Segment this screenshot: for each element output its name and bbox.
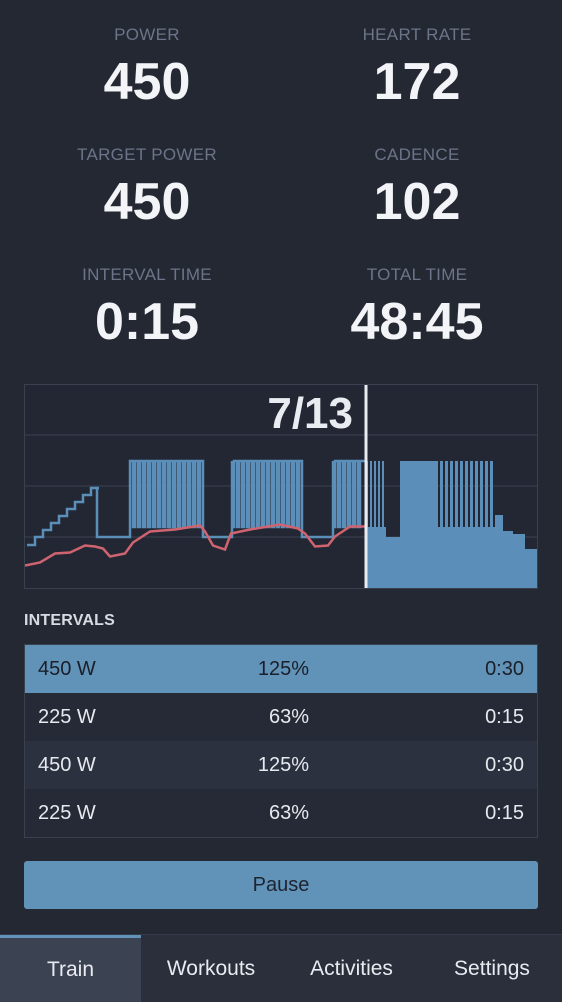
- tab-workouts[interactable]: Workouts: [166, 956, 256, 980]
- interval-watts: 450 W: [38, 753, 96, 776]
- interval-time-metric: INTERVAL TIME 0:15: [12, 264, 282, 352]
- target-power-metric: TARGET POWER 450: [12, 144, 282, 232]
- interval-percent: 125%: [257, 753, 309, 776]
- interval-watts: 225 W: [38, 705, 96, 728]
- interval-watts: 450 W: [38, 657, 96, 680]
- power-label: POWER: [114, 25, 180, 44]
- total-time-metric: TOTAL TIME 48:45: [282, 264, 552, 352]
- power-metric: POWER 450: [12, 24, 282, 112]
- bottom-tab-bar: Train Workouts Activities Settings: [0, 934, 562, 1002]
- tab-activities[interactable]: Activities: [310, 956, 393, 980]
- interval-duration: 0:30: [485, 753, 524, 776]
- power-series-line: [27, 459, 366, 547]
- tab-settings[interactable]: Settings: [454, 956, 530, 980]
- interval-time-label: INTERVAL TIME: [82, 265, 212, 284]
- interval-row[interactable]: 450 W 125% 0:30: [25, 645, 537, 693]
- interval-row[interactable]: 225 W 63% 0:15: [25, 693, 537, 741]
- interval-percent: 125%: [257, 657, 309, 680]
- interval-percent: 63%: [268, 705, 309, 728]
- power-value: 450: [103, 53, 191, 111]
- interval-row[interactable]: 450 W 125% 0:30: [25, 741, 537, 789]
- intervals-heading: INTERVALS: [24, 612, 115, 629]
- tab-train[interactable]: Train: [0, 935, 141, 1002]
- heart-rate-label: HEART RATE: [362, 25, 472, 44]
- target-power-value: 450: [103, 173, 191, 231]
- heart-rate-value: 172: [373, 53, 461, 111]
- interval-progress-label: 7/13: [267, 389, 353, 438]
- intervals-list: 450 W 125% 0:30 225 W 63% 0:15 450 W 125…: [24, 644, 538, 838]
- interval-duration: 0:15: [485, 705, 524, 728]
- workout-chart[interactable]: 7/13: [24, 384, 538, 589]
- cadence-metric: CADENCE 102: [282, 144, 552, 232]
- interval-watts: 225 W: [38, 801, 96, 824]
- pause-button[interactable]: Pause: [24, 861, 538, 909]
- interval-percent: 63%: [268, 801, 309, 824]
- workout-chart-svg: [25, 385, 537, 588]
- total-time-value: 48:45: [350, 293, 484, 351]
- interval-time-value: 0:15: [94, 293, 200, 351]
- interval-row[interactable]: 225 W 63% 0:15: [25, 789, 537, 837]
- heart-rate-series-line: [25, 523, 368, 567]
- interval-duration: 0:15: [485, 801, 524, 824]
- target-power-label: TARGET POWER: [77, 145, 217, 164]
- target-power-profile: [366, 461, 537, 588]
- interval-duration: 0:30: [485, 657, 524, 680]
- cadence-label: CADENCE: [374, 145, 460, 164]
- cadence-value: 102: [373, 173, 461, 231]
- total-time-label: TOTAL TIME: [366, 265, 468, 284]
- heart-rate-metric: HEART RATE 172: [282, 24, 552, 112]
